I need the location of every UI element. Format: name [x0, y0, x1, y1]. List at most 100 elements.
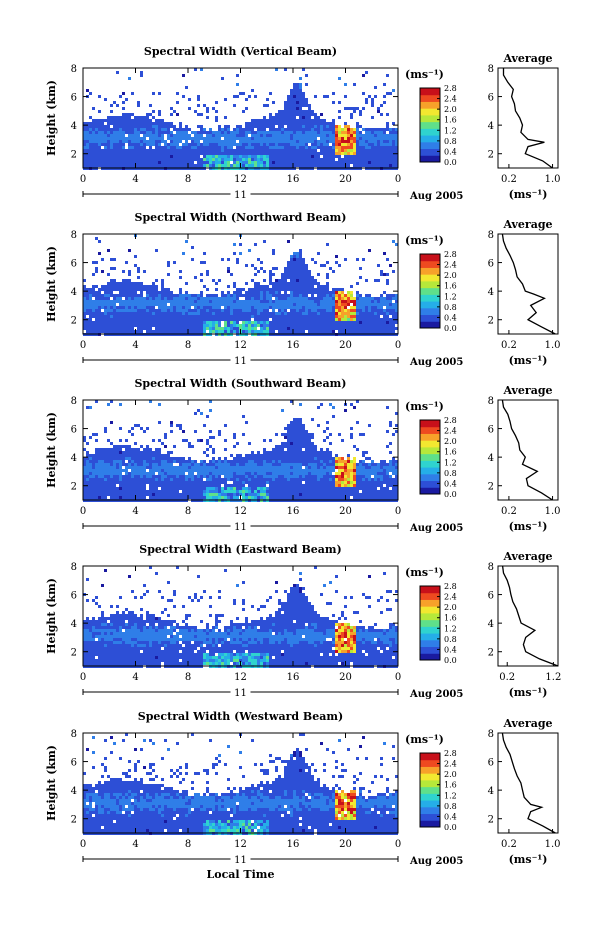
heatmap-cell [326, 318, 329, 321]
heatmap-cell [269, 475, 272, 478]
heatmap-cell [149, 469, 152, 472]
heatmap-cell [296, 122, 299, 125]
heatmap-cell [137, 288, 140, 291]
heatmap-cell [104, 484, 107, 487]
heatmap-cell [164, 140, 167, 143]
heatmap-cell [101, 131, 104, 134]
heatmap-cell [281, 273, 284, 276]
heatmap-cell [338, 161, 341, 164]
colorbar-segment [420, 281, 440, 288]
heatmap-cell [179, 149, 182, 152]
heatmap-cell [389, 318, 392, 321]
heatmap-cell [221, 143, 224, 146]
heatmap-cell [218, 128, 221, 131]
heatmap-cell [137, 297, 140, 300]
x-tick-label: 8 [185, 174, 191, 185]
heatmap-cell [227, 460, 230, 463]
heatmap-cell [185, 297, 188, 300]
heatmap-cell [242, 110, 245, 113]
heatmap-cell [113, 463, 116, 466]
heatmap-cell [302, 258, 305, 261]
heatmap-cell [182, 137, 185, 140]
heatmap-cell [365, 297, 368, 300]
heatmap-cell [92, 128, 95, 131]
heatmap-cell [179, 306, 182, 309]
heatmap-cell [263, 122, 266, 125]
heatmap-cell [248, 487, 251, 490]
heatmap-cell [191, 327, 194, 330]
heatmap-cell [149, 324, 152, 327]
heatmap-cell [236, 460, 239, 463]
heatmap-cell [89, 484, 92, 487]
heatmap-cell [212, 466, 215, 469]
heatmap-cell [146, 463, 149, 466]
heatmap-cell [224, 318, 227, 321]
heatmap-cell [245, 330, 248, 333]
heatmap-cell [203, 252, 206, 255]
heatmap-cell [392, 89, 395, 92]
heatmap-cell [206, 454, 209, 457]
heatmap-cell [200, 294, 203, 297]
heatmap-cell [260, 155, 263, 158]
colorbar-tick-label: 0.4 [444, 313, 457, 322]
heatmap-cell [323, 285, 326, 288]
heatmap-cell [170, 490, 173, 493]
heatmap-cell [209, 312, 212, 315]
heatmap-cell [146, 327, 149, 330]
heatmap-cell [113, 125, 116, 128]
heatmap-cell [269, 125, 272, 128]
heatmap-cell [332, 122, 335, 125]
heatmap-cell [164, 300, 167, 303]
heatmap-cell [242, 472, 245, 475]
heatmap-cell [320, 122, 323, 125]
heatmap-cell [359, 131, 362, 134]
heatmap-cell [329, 122, 332, 125]
heatmap-cell [341, 327, 344, 330]
heatmap-cell [374, 309, 377, 312]
heatmap-cell [206, 415, 209, 418]
heatmap-cell [209, 149, 212, 152]
heatmap-cell [368, 137, 371, 140]
heatmap-cell [164, 463, 167, 466]
heatmap-cell [116, 327, 119, 330]
heatmap-cell [197, 140, 200, 143]
heatmap-cell [128, 306, 131, 309]
heatmap-cell [383, 152, 386, 155]
heatmap-cell [143, 493, 146, 496]
heatmap-cell [158, 472, 161, 475]
heatmap-cell [167, 493, 170, 496]
heatmap-cell [233, 158, 236, 161]
heatmap-cell [221, 493, 224, 496]
heatmap-cell [275, 457, 278, 460]
heatmap-cell [344, 318, 347, 321]
heatmap-cell [170, 303, 173, 306]
heatmap-cell [290, 321, 293, 324]
heatmap-cell [293, 285, 296, 288]
heatmap-cell [92, 327, 95, 330]
heatmap-cell [101, 306, 104, 309]
heatmap-cell [293, 267, 296, 270]
heatmap-cell [215, 140, 218, 143]
heatmap-cell [275, 454, 278, 457]
heatmap-cell [239, 294, 242, 297]
heatmap-cell [113, 327, 116, 330]
heatmap-cell [371, 330, 374, 333]
heatmap-cell [110, 128, 113, 131]
heatmap-cell [143, 125, 146, 128]
heatmap-cell [314, 261, 317, 264]
heatmap-cell [326, 149, 329, 152]
heatmap-cell [104, 327, 107, 330]
heatmap-cell [95, 472, 98, 475]
heatmap-cell [164, 131, 167, 134]
heatmap-cell [104, 496, 107, 499]
heatmap-cell [299, 273, 302, 276]
heatmap-cell [284, 146, 287, 149]
heatmap-cell [209, 478, 212, 481]
heatmap-cell [221, 297, 224, 300]
heatmap-cell [293, 155, 296, 158]
heatmap-cell [368, 134, 371, 137]
heatmap-cell [200, 303, 203, 306]
heatmap-cell [266, 457, 269, 460]
heatmap-cell [155, 490, 158, 493]
